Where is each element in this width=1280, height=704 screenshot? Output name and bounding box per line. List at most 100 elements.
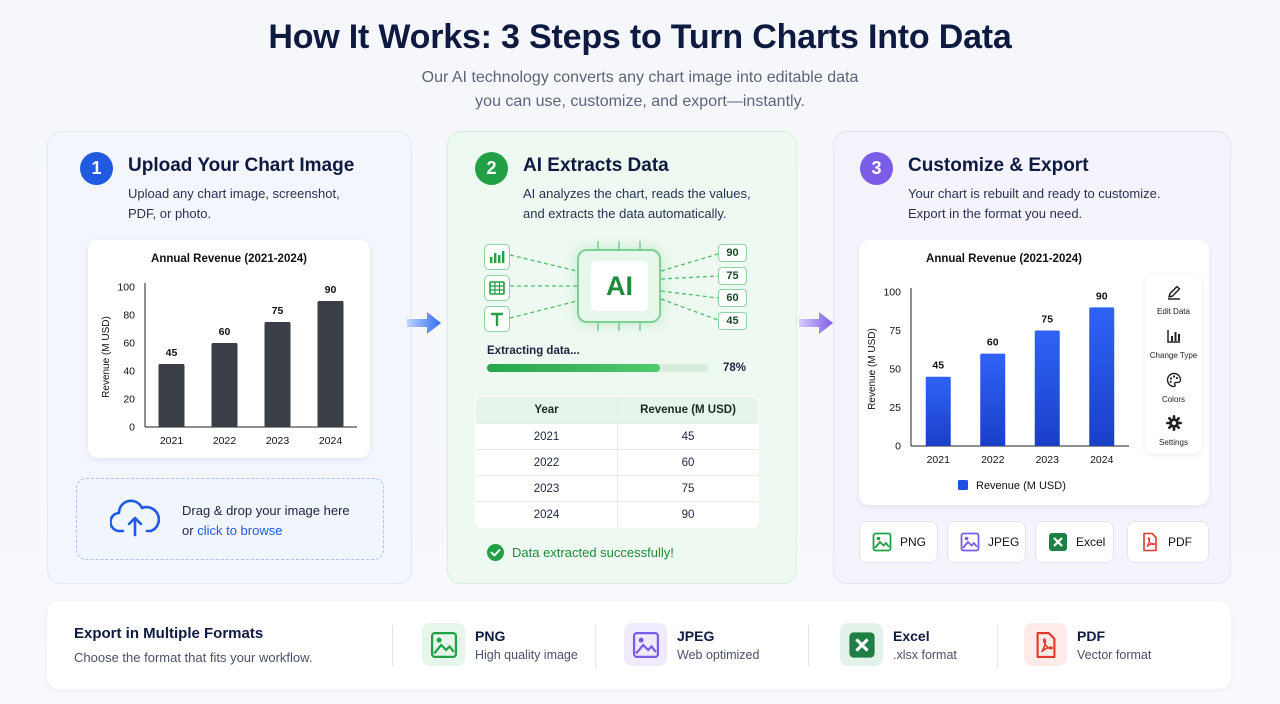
format-name: Excel [893, 627, 930, 644]
jpeg-label: JPEG [988, 535, 1020, 549]
hero-header: How It Works: 3 Steps to Turn Charts Int… [0, 0, 1280, 120]
step-1-title: Upload Your Chart Image [128, 155, 355, 176]
step-3-number: 3 [860, 152, 893, 185]
data-label: 90 [1096, 290, 1108, 302]
png-label: PNG [900, 535, 927, 549]
format-desc: Web optimized [677, 647, 760, 662]
extracted-value: 75 [718, 267, 747, 285]
y-tick-label: 100 [883, 287, 901, 299]
divider [808, 625, 809, 667]
change-type-tool[interactable]: Change Type [1145, 328, 1202, 360]
step-3-desc-line-1: Your chart is rebuilt and ready to custo… [908, 186, 1161, 201]
table-cell: 2023 [476, 475, 618, 502]
step-1-desc-line-2: PDF, or photo. [128, 206, 212, 221]
export-jpeg-button[interactable]: JPEG [947, 521, 1026, 563]
footer-title: Export in Multiple Formats [74, 625, 264, 642]
table-cell: 2022 [476, 449, 618, 476]
arrow-right-icon [799, 312, 833, 334]
divider [392, 625, 393, 667]
step-2-number: 2 [475, 152, 508, 185]
y-tick-label: 80 [123, 310, 135, 322]
original-chart-title: Annual Revenue (2021-2024) [151, 253, 307, 265]
step-1-card: 1 Upload Your Chart Image Upload any cha… [47, 131, 412, 584]
excel-icon [1049, 533, 1067, 551]
y-tick-label: 20 [123, 394, 135, 406]
progress-label: Extracting data... [487, 345, 580, 357]
subtitle-line-2: you can use, customize, and export—insta… [475, 93, 805, 110]
ai-connector-lines [509, 241, 719, 331]
format-desc: .xlsx format [893, 647, 957, 662]
cloud-upload-icon [110, 499, 160, 537]
table-cell: 45 [617, 423, 758, 450]
rebuilt-chart-title: Annual Revenue (2021-2024) [926, 253, 1082, 265]
table-row: 2022 60 [476, 449, 758, 476]
ai-processor-chip: AI [577, 249, 661, 323]
data-label: 45 [932, 360, 944, 372]
y-tick-label: 60 [123, 338, 135, 350]
step-3-card: 3 Customize & Export Your chart is rebui… [833, 131, 1231, 584]
colors-label: Colors [1161, 395, 1186, 404]
success-text: Data extracted successfully! [512, 545, 674, 560]
jpeg-image-icon [960, 532, 980, 552]
pdf-label: PDF [1168, 535, 1192, 549]
step-2-description: AI analyzes the chart, reads the values,… [523, 184, 751, 224]
format-desc: Vector format [1077, 647, 1152, 662]
x-tick-label: 2022 [981, 454, 1005, 466]
ai-label: AI [591, 261, 648, 311]
export-png-button[interactable]: PNG [859, 521, 938, 563]
colors-tool[interactable]: Colors [1145, 372, 1202, 404]
extracted-value: 45 [718, 312, 747, 330]
dropzone-or: or [182, 523, 194, 538]
bar [925, 376, 951, 446]
chart-type-icon [1166, 330, 1180, 343]
dropzone-instruction: Drag & drop your image here [182, 503, 350, 518]
dropzone-text: Drag & drop your image here or click to … [182, 501, 350, 541]
table-cell: 2021 [476, 423, 618, 450]
gear-icon [1165, 415, 1182, 431]
bar [1034, 330, 1060, 446]
progress-percent: 78% [723, 362, 747, 374]
pencil-icon [1167, 285, 1180, 300]
png-image-icon [872, 532, 892, 552]
footer-subtitle: Choose the format that fits your workflo… [74, 650, 313, 665]
edit-data-tool[interactable]: Edit Data [1145, 284, 1202, 316]
format-name: JPEG [677, 627, 715, 644]
extracted-data-table: Year Revenue (M USD) 2021 45 2022 60 2023 7… [475, 396, 759, 528]
original-chart: 0 20 40 60 80 100 Revenue (M USD) 45 2021 60 2022 7… [101, 282, 357, 447]
format-item-png: PNG High quality image [422, 623, 578, 666]
y-tick-label: 100 [117, 282, 135, 294]
table-header-row: Year Revenue (M USD) [476, 397, 758, 424]
bar [264, 322, 291, 427]
table-row: 2021 45 [476, 423, 758, 450]
upload-dropzone[interactable]: Drag & drop your image here or click to … [76, 478, 384, 560]
format-name: PDF [1077, 627, 1105, 644]
subtitle-line-1: Our AI technology converts any chart ima… [421, 69, 859, 86]
step-1-number: 1 [80, 152, 113, 185]
rebuilt-chart-card: Annual Revenue (2021-2024) 0 25 50 75 100 Rev… [859, 240, 1209, 505]
data-label: 60 [219, 326, 231, 338]
settings-label: Settings [1159, 438, 1188, 447]
bar [317, 301, 344, 427]
x-tick-label: 2022 [213, 435, 237, 447]
export-excel-button[interactable]: Excel [1035, 521, 1114, 563]
y-tick-label: 75 [889, 325, 901, 337]
step-3-description: Your chart is rebuilt and ready to custo… [908, 184, 1160, 224]
divider [595, 625, 596, 667]
arrow-right-icon [407, 312, 441, 334]
excel-icon [840, 623, 883, 666]
bar [158, 364, 185, 427]
text-icon [484, 306, 510, 332]
y-axis-label: Revenue (M USD) [101, 316, 112, 398]
export-pdf-button[interactable]: PDF [1127, 521, 1209, 563]
y-tick-label: 0 [129, 422, 135, 434]
excel-label: Excel [1076, 535, 1106, 549]
pdf-icon [1024, 623, 1067, 666]
format-item-excel: Excel .xlsx format [840, 623, 957, 666]
step-2-card: 2 AI Extracts Data AI analyzes the chart… [447, 131, 797, 584]
format-item-pdf: PDF Vector format [1024, 623, 1151, 666]
browse-link[interactable]: click to browse [197, 523, 283, 538]
settings-tool[interactable]: Settings [1145, 415, 1202, 447]
table-cell: 60 [617, 449, 758, 476]
chart-tools-panel: Edit Data Change Type Colors Settings [1145, 274, 1202, 454]
png-image-icon [422, 623, 465, 666]
